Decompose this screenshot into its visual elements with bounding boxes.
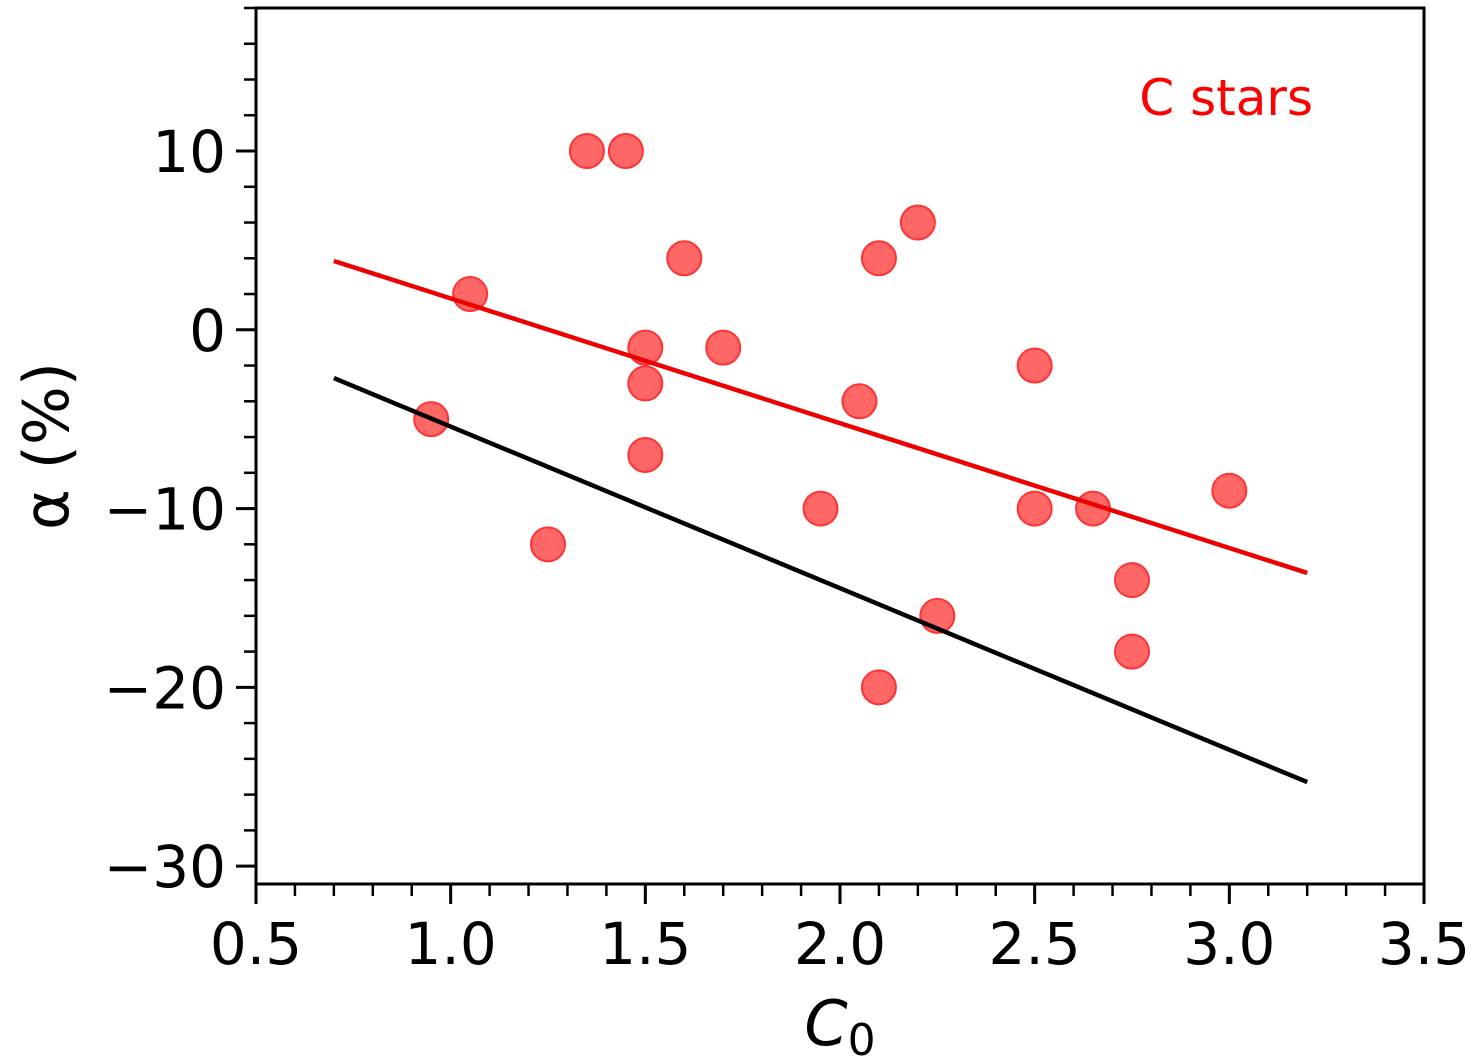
x-tick-label: 0.5 — [210, 910, 302, 978]
y-tick-label: 10 — [152, 118, 226, 186]
data-point — [899, 204, 936, 241]
x-tick-label: 1.5 — [599, 910, 691, 978]
y-tick-label: −20 — [104, 654, 226, 722]
x-tick-label: 2.5 — [989, 910, 1081, 978]
x-axis-label: C0 — [804, 987, 875, 1056]
data-point — [860, 240, 897, 277]
data-point — [1114, 633, 1150, 670]
data-point — [1016, 490, 1053, 527]
y-axis-label: α (%) — [10, 362, 83, 530]
x-axis-label-subscript: 0 — [848, 1015, 876, 1056]
data-point — [666, 240, 703, 277]
data-point — [530, 526, 566, 563]
y-tick-label: −30 — [104, 833, 226, 901]
data-point — [1211, 472, 1248, 509]
data-point — [627, 436, 664, 473]
data-point — [705, 329, 742, 366]
x-tick-label: 1.0 — [405, 910, 497, 978]
fit-line-fit-red — [333, 258, 1308, 576]
x-tick-label: 3.0 — [1183, 910, 1275, 978]
y-tick-label: 0 — [189, 297, 226, 365]
annotation-c-stars: C stars — [1139, 69, 1313, 127]
data-point — [1016, 347, 1053, 384]
data-point — [607, 133, 644, 170]
plot-frame — [254, 6, 1426, 886]
data-point — [1114, 562, 1150, 599]
data-point — [841, 383, 878, 420]
data-point — [627, 365, 664, 402]
fit-line-fit-black — [333, 375, 1309, 785]
x-tick-label: 3.5 — [1378, 910, 1470, 978]
data-point — [802, 490, 839, 527]
x-tick-label: 2.0 — [794, 910, 886, 978]
x-axis-label-main: C — [804, 987, 848, 1056]
data-point — [860, 669, 897, 706]
y-tick-label: −10 — [104, 476, 226, 544]
data-point — [568, 133, 605, 170]
